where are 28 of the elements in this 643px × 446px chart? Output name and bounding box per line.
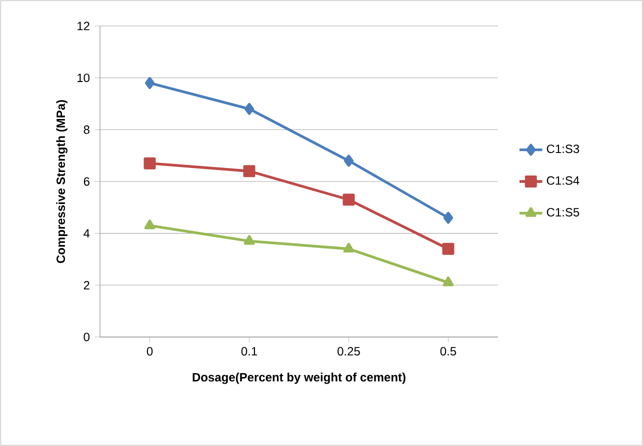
y-tick-label: 8 [84, 125, 90, 134]
x-axis-title: Dosage(Percent by weight of cement) [192, 372, 406, 384]
point [442, 276, 454, 286]
point [243, 165, 256, 178]
legend-label: C1:S3 [546, 144, 580, 154]
x-tick-label: 0 [146, 347, 153, 356]
y-tick-label: 0 [84, 332, 90, 342]
y-tick-label: 10 [78, 74, 90, 82]
x-tick-label: 0.25 [338, 347, 360, 356]
y-tick-label: 12 [78, 22, 90, 30]
y-axis-title: Compressive Strength (MPa) [56, 100, 68, 264]
y-tick-label: 2 [84, 280, 90, 290]
point [343, 242, 354, 253]
x-tick-label: 0.5 [440, 347, 456, 356]
point [442, 242, 454, 255]
point [244, 235, 255, 245]
point [342, 194, 355, 206]
point [244, 102, 254, 115]
y-tick-label: 4 [84, 229, 90, 238]
legend-label: C1:S5 [546, 208, 580, 217]
y-tick-label: 6 [84, 177, 90, 186]
point [443, 212, 454, 224]
x-tick-label: 0.1 [241, 347, 258, 356]
point [144, 77, 155, 90]
point [144, 157, 156, 170]
legend-label: C1:S4 [546, 176, 580, 185]
point [344, 154, 354, 167]
point [144, 220, 156, 230]
